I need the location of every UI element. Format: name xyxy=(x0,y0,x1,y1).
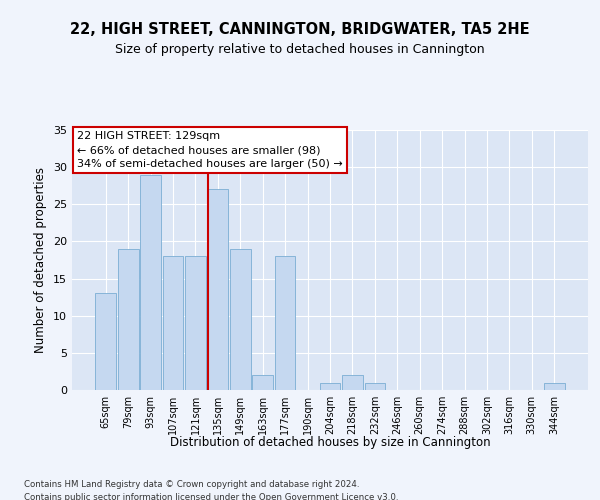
Bar xyxy=(118,249,139,390)
Bar xyxy=(185,256,206,390)
Bar xyxy=(230,249,251,390)
Bar xyxy=(208,190,228,390)
Bar xyxy=(253,375,273,390)
Bar xyxy=(140,174,161,390)
Text: Size of property relative to detached houses in Cannington: Size of property relative to detached ho… xyxy=(115,42,485,56)
Text: 22 HIGH STREET: 129sqm
← 66% of detached houses are smaller (98)
34% of semi-det: 22 HIGH STREET: 129sqm ← 66% of detached… xyxy=(77,132,343,170)
Text: Contains HM Land Registry data © Crown copyright and database right 2024.
Contai: Contains HM Land Registry data © Crown c… xyxy=(24,480,398,500)
Bar xyxy=(365,382,385,390)
Bar xyxy=(275,256,295,390)
Y-axis label: Number of detached properties: Number of detached properties xyxy=(34,167,47,353)
Bar xyxy=(163,256,184,390)
Bar xyxy=(544,382,565,390)
Bar xyxy=(95,294,116,390)
Bar xyxy=(320,382,340,390)
Text: 22, HIGH STREET, CANNINGTON, BRIDGWATER, TA5 2HE: 22, HIGH STREET, CANNINGTON, BRIDGWATER,… xyxy=(70,22,530,38)
Text: Distribution of detached houses by size in Cannington: Distribution of detached houses by size … xyxy=(170,436,490,449)
Bar xyxy=(342,375,363,390)
